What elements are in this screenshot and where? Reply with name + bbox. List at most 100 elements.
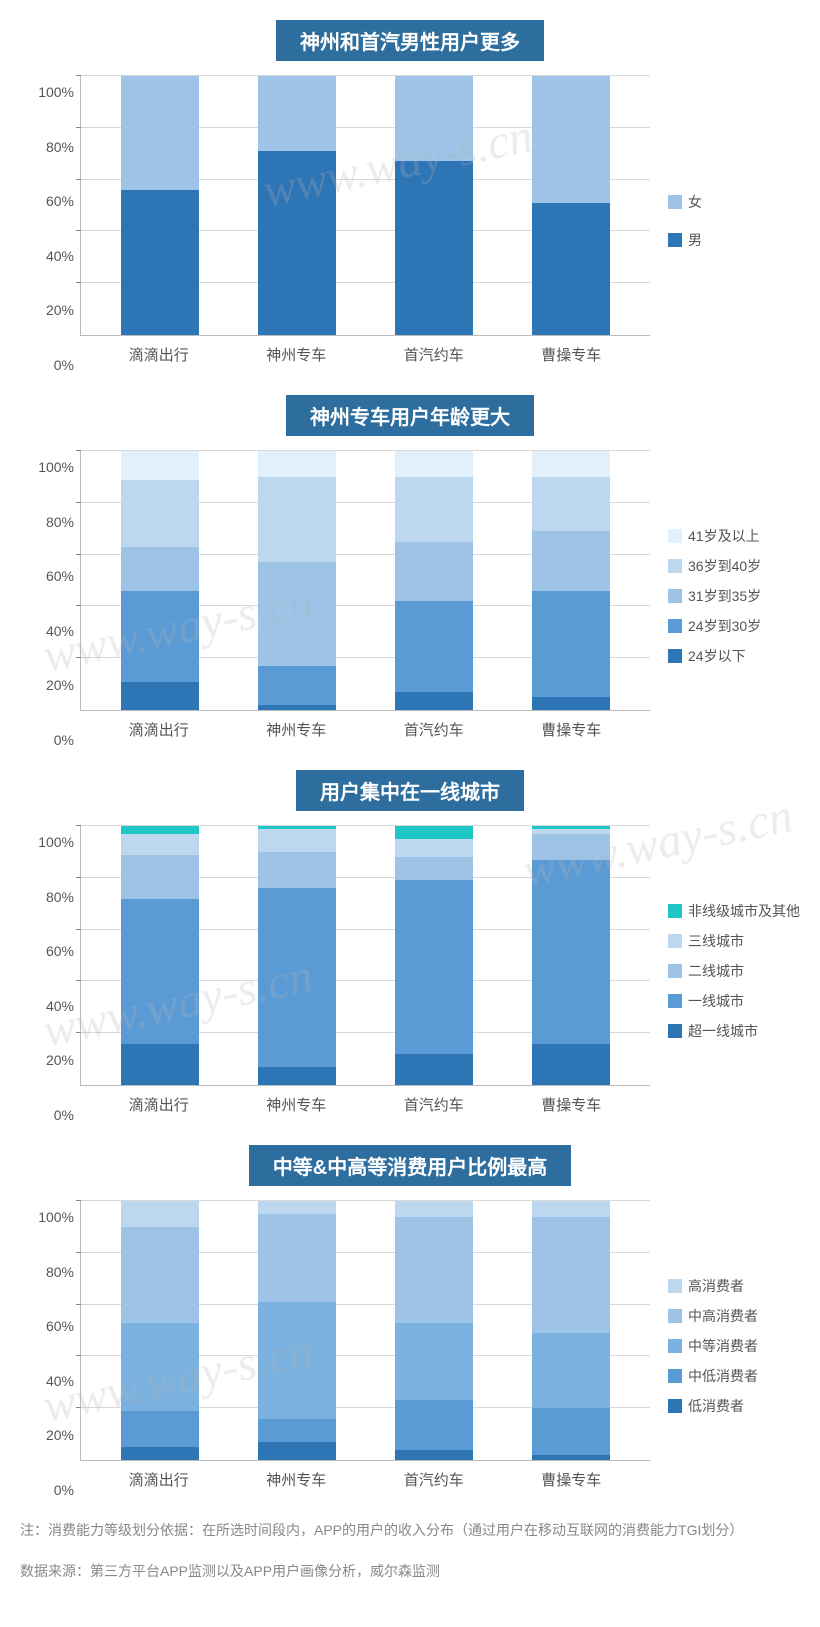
- x-axis: 滴滴出行神州专车首汽约车曹操专车: [80, 344, 650, 365]
- bar-segment: [395, 1054, 473, 1085]
- y-tick-label: 100%: [38, 459, 74, 475]
- y-tick-label: 80%: [46, 889, 74, 905]
- legend-swatch: [668, 1399, 682, 1413]
- bar-segment: [258, 451, 336, 477]
- stacked-bar: [121, 451, 199, 710]
- x-tick-label: 神州专车: [257, 719, 335, 740]
- bar-segment: [395, 161, 473, 335]
- stacked-bar: [258, 76, 336, 335]
- legend-swatch: [668, 529, 682, 543]
- bar-segment: [121, 190, 199, 335]
- chart-title: 神州专车用户年龄更大: [286, 395, 534, 436]
- chart-block: 中等&中高等消费用户比例最高100%80%60%40%20%0%www.way-…: [20, 1145, 800, 1490]
- bar-segment: [395, 880, 473, 1054]
- legend-swatch: [668, 994, 682, 1008]
- legend-swatch: [668, 589, 682, 603]
- bar-segment: [121, 480, 199, 547]
- bar-segment: [532, 1408, 610, 1455]
- stacked-bar: [532, 451, 610, 710]
- stacked-bar: [532, 76, 610, 335]
- bar-segment: [121, 1447, 199, 1460]
- y-tick-label: 80%: [46, 1264, 74, 1280]
- chart-block: 用户集中在一线城市100%80%60%40%20%0%www.way-s.cnw…: [20, 770, 800, 1115]
- legend-swatch: [668, 1024, 682, 1038]
- bar-segment: [121, 1201, 199, 1227]
- bar-segment: [532, 860, 610, 1044]
- legend-swatch: [668, 1369, 682, 1383]
- x-tick-label: 滴滴出行: [120, 1469, 198, 1490]
- legend-label: 24岁到30岁: [688, 616, 761, 636]
- legend-item: 一线城市: [668, 991, 800, 1011]
- bar-segment: [395, 477, 473, 542]
- y-tick-label: 60%: [46, 1318, 74, 1334]
- y-tick-label: 40%: [46, 248, 74, 264]
- legend-item: 男: [668, 230, 800, 250]
- bar-segment: [258, 1302, 336, 1419]
- plot-area: www.way-s.cn: [80, 76, 650, 336]
- y-tick-label: 20%: [46, 1052, 74, 1068]
- y-axis: 100%80%60%40%20%0%: [20, 1201, 80, 1490]
- bar-segment: [121, 1044, 199, 1085]
- data-source: 数据来源：第三方平台APP监测以及APP用户画像分析，威尔森监测: [20, 1561, 800, 1582]
- bar-segment: [121, 834, 199, 855]
- x-tick-label: 曹操专车: [532, 344, 610, 365]
- y-tick-label: 0%: [54, 1107, 74, 1123]
- legend-label: 非线级城市及其他: [688, 901, 800, 921]
- legend-item: 中高消费者: [668, 1306, 800, 1326]
- legend: 非线级城市及其他三线城市二线城市一线城市超一线城市: [650, 826, 800, 1115]
- bar-segment: [121, 855, 199, 899]
- bar-segment: [395, 692, 473, 710]
- legend-label: 中低消费者: [688, 1366, 758, 1386]
- legend-label: 三线城市: [688, 931, 744, 951]
- legend-item: 36岁到40岁: [668, 556, 800, 576]
- bar-segment: [532, 834, 610, 860]
- bar-segment: [532, 451, 610, 477]
- bar-segment: [121, 826, 199, 834]
- stacked-bar: [121, 826, 199, 1085]
- y-tick-label: 20%: [46, 1427, 74, 1443]
- legend-label: 女: [688, 192, 702, 212]
- bar-segment: [532, 203, 610, 335]
- y-tick-label: 0%: [54, 732, 74, 748]
- y-tick-label: 60%: [46, 568, 74, 584]
- stacked-bar: [532, 1201, 610, 1460]
- bar-segment: [532, 477, 610, 531]
- chart-title: 用户集中在一线城市: [296, 770, 524, 811]
- legend-label: 一线城市: [688, 991, 744, 1011]
- bar-segment: [258, 1214, 336, 1302]
- legend-item: 三线城市: [668, 931, 800, 951]
- legend-swatch: [668, 904, 682, 918]
- legend-swatch: [668, 619, 682, 633]
- stacked-bar: [532, 826, 610, 1085]
- legend: 女男: [650, 76, 800, 365]
- bar-segment: [258, 666, 336, 705]
- y-tick-label: 80%: [46, 139, 74, 155]
- bar-segment: [395, 826, 473, 839]
- x-tick-label: 滴滴出行: [120, 344, 198, 365]
- bar-segment: [395, 1323, 473, 1401]
- legend-swatch: [668, 559, 682, 573]
- legend-swatch: [668, 195, 682, 209]
- bar-segment: [395, 76, 473, 161]
- bar-segment: [121, 451, 199, 479]
- bar-segment: [258, 852, 336, 888]
- legend-item: 31岁到35岁: [668, 586, 800, 606]
- legend-label: 低消费者: [688, 1396, 744, 1416]
- bar-segment: [532, 697, 610, 710]
- legend-swatch: [668, 1279, 682, 1293]
- legend-item: 二线城市: [668, 961, 800, 981]
- y-axis: 100%80%60%40%20%0%: [20, 76, 80, 365]
- x-tick-label: 神州专车: [257, 1469, 335, 1490]
- x-tick-label: 曹操专车: [532, 1469, 610, 1490]
- y-tick-label: 100%: [38, 1209, 74, 1225]
- bar-segment: [121, 1323, 199, 1411]
- chart-title: 中等&中高等消费用户比例最高: [249, 1145, 571, 1186]
- x-axis: 滴滴出行神州专车首汽约车曹操专车: [80, 1469, 650, 1490]
- bar-segment: [121, 1227, 199, 1323]
- bar-segment: [395, 451, 473, 477]
- y-tick-label: 40%: [46, 998, 74, 1014]
- legend-swatch: [668, 1339, 682, 1353]
- y-axis: 100%80%60%40%20%0%: [20, 451, 80, 740]
- legend-swatch: [668, 649, 682, 663]
- bar-segment: [395, 601, 473, 692]
